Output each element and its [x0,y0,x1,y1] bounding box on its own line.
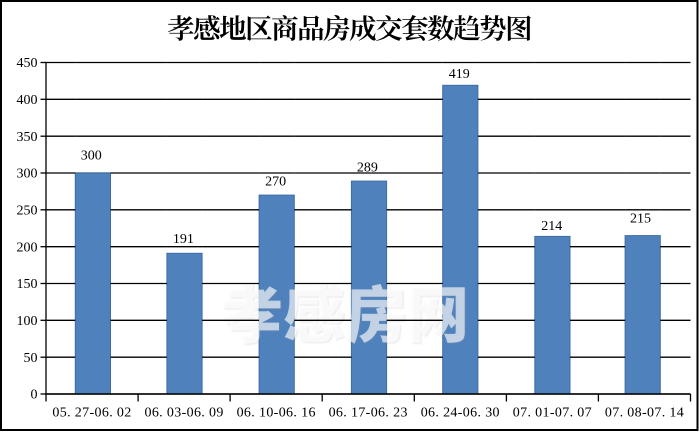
svg-text:50: 50 [24,351,38,366]
svg-text:300: 300 [17,167,38,182]
svg-text:100: 100 [17,314,38,329]
svg-text:450: 450 [17,56,38,71]
svg-text:06. 24-06. 30: 06. 24-06. 30 [421,406,500,421]
svg-text:270: 270 [265,174,286,189]
svg-text:07. 08-07. 14: 07. 08-07. 14 [605,406,684,421]
svg-text:214: 214 [541,219,562,234]
svg-text:350: 350 [17,130,38,145]
svg-text:400: 400 [17,93,38,108]
svg-text:07. 01-07. 07: 07. 01-07. 07 [513,406,592,421]
svg-text:0: 0 [31,388,38,403]
svg-text:200: 200 [17,240,38,255]
svg-text:06. 03-06. 09: 06. 03-06. 09 [144,406,223,421]
svg-text:191: 191 [173,232,194,247]
svg-text:289: 289 [357,161,378,176]
svg-text:06. 10-06. 16: 06. 10-06. 16 [237,406,316,421]
svg-text:250: 250 [17,204,38,219]
svg-text:150: 150 [17,277,38,292]
svg-text:06. 17-06. 23: 06. 17-06. 23 [329,406,408,421]
svg-text:05. 27-06. 02: 05. 27-06. 02 [52,406,131,421]
svg-text:300: 300 [81,149,102,164]
svg-text:215: 215 [630,212,651,227]
svg-text:419: 419 [449,67,470,82]
